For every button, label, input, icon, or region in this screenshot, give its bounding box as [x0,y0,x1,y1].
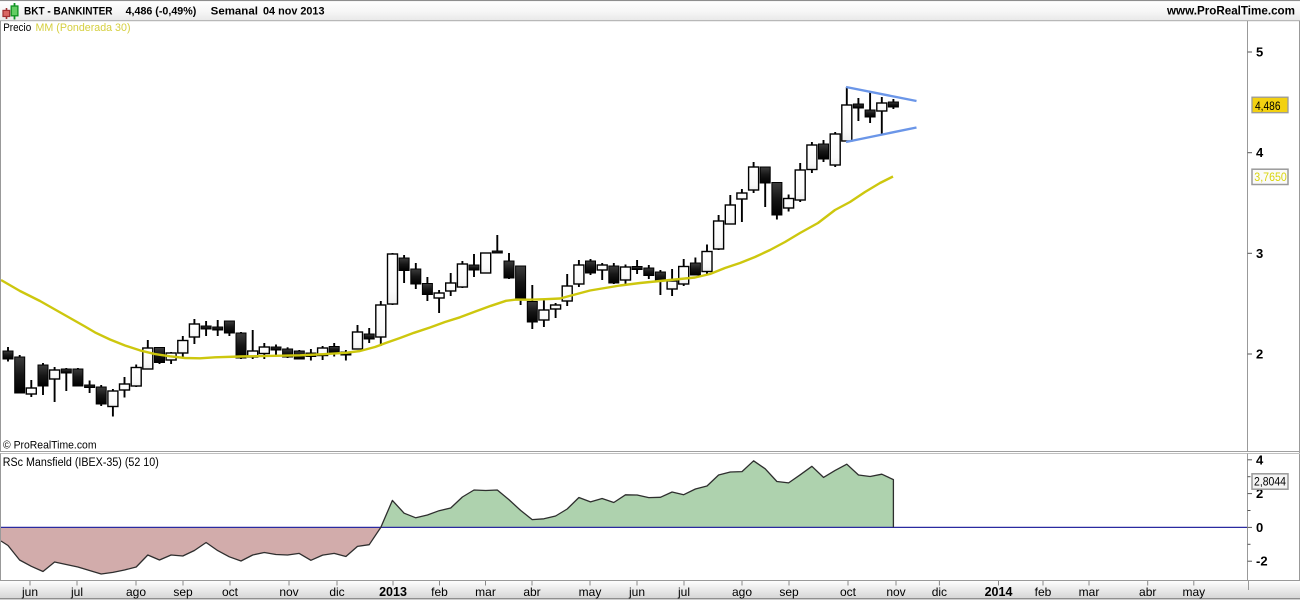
svg-text:4,486: 4,486 [1255,99,1281,113]
svg-text:abr: abr [523,585,540,599]
svg-text:2013: 2013 [379,585,407,599]
svg-text:04 nov 2013: 04 nov 2013 [263,5,325,17]
svg-text:4: 4 [1256,145,1264,160]
svg-text:5: 5 [1256,45,1263,60]
svg-text:2014: 2014 [985,585,1013,599]
svg-text:jul: jul [70,585,83,599]
svg-text:oct: oct [840,585,857,599]
svg-text:3: 3 [1256,246,1263,261]
svg-text:4,486 (-0,49%): 4,486 (-0,49%) [126,5,197,17]
svg-text:ago: ago [126,585,146,599]
svg-text:-2: -2 [1256,554,1268,569]
svg-text:may: may [579,585,602,599]
svg-text:2,8044: 2,8044 [1254,474,1286,488]
svg-text:ago: ago [732,585,752,599]
svg-text:www.ProRealTime.com: www.ProRealTime.com [1166,4,1295,18]
svg-text:jun: jun [628,585,645,599]
svg-text:0: 0 [1256,520,1263,535]
svg-text:dic: dic [932,585,947,599]
svg-text:BKT - BANKINTER: BKT - BANKINTER [24,5,113,17]
svg-text:jun: jun [21,585,38,599]
svg-text:feb: feb [1035,585,1052,599]
svg-text:mar: mar [1079,585,1100,599]
svg-text:RSc Mansfield (IBEX-35) (52 10: RSc Mansfield (IBEX-35) (52 10) [3,457,159,469]
svg-text:2: 2 [1256,486,1263,501]
svg-text:Semanal: Semanal [211,5,258,17]
svg-text:4: 4 [1256,452,1264,467]
svg-text:nov: nov [886,585,905,599]
svg-text:nov: nov [279,585,298,599]
svg-text:mar: mar [475,585,496,599]
svg-text:dic: dic [329,585,344,599]
svg-text:© ProRealTime.com: © ProRealTime.com [3,440,97,452]
svg-text:jul: jul [677,585,690,599]
svg-text:MM (Ponderada 30): MM (Ponderada 30) [36,22,131,34]
svg-text:oct: oct [222,585,239,599]
svg-text:sep: sep [173,585,193,599]
svg-text:feb: feb [431,585,448,599]
svg-text:Precio: Precio [3,22,31,34]
svg-text:2: 2 [1256,347,1263,362]
svg-text:3,7650: 3,7650 [1254,170,1287,184]
svg-text:abr: abr [1139,585,1156,599]
svg-text:may: may [1182,585,1205,599]
svg-text:sep: sep [779,585,799,599]
